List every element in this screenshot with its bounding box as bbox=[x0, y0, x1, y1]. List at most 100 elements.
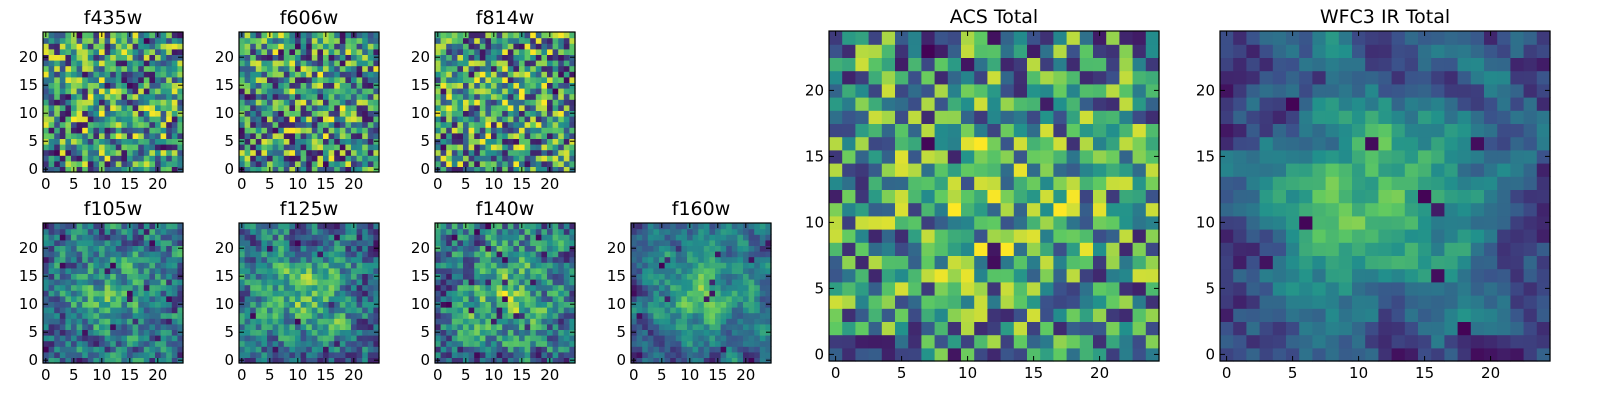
heatmap-cell bbox=[166, 65, 173, 72]
heatmap-cell bbox=[82, 32, 89, 39]
heatmap-cell bbox=[171, 104, 178, 111]
heatmap-cell bbox=[76, 279, 83, 286]
heatmap-cell bbox=[278, 228, 285, 235]
heatmap-cell bbox=[563, 155, 570, 162]
heatmap-cell bbox=[300, 239, 307, 246]
heatmap-cell bbox=[457, 149, 464, 156]
heatmap-cell bbox=[155, 273, 162, 280]
heatmap-cell bbox=[121, 60, 128, 67]
heatmap-cell bbox=[351, 65, 358, 72]
heatmap-cell bbox=[295, 307, 302, 314]
heatmap-cell bbox=[345, 335, 352, 342]
heatmap-cell bbox=[1079, 255, 1094, 270]
heatmap-cell bbox=[692, 251, 699, 258]
heatmap-cell bbox=[59, 307, 66, 314]
heatmap-cell bbox=[698, 295, 705, 302]
heatmap-cell bbox=[1106, 321, 1120, 336]
heatmap-cell bbox=[703, 234, 710, 241]
heatmap-cell bbox=[519, 262, 526, 269]
heatmap-cell bbox=[289, 121, 296, 128]
heatmap-cell bbox=[485, 43, 492, 50]
heatmap-cell bbox=[908, 347, 922, 362]
heatmap-cell bbox=[715, 290, 722, 297]
heatmap-cell bbox=[842, 176, 856, 190]
heatmap-cell bbox=[535, 121, 542, 128]
heatmap-cell bbox=[155, 267, 162, 274]
heatmap-cell bbox=[283, 82, 290, 89]
heatmap-cell bbox=[65, 290, 72, 297]
heatmap-cell bbox=[59, 239, 66, 246]
heatmap-cell bbox=[558, 351, 565, 358]
heatmap-cell bbox=[272, 318, 279, 325]
heatmap-cell bbox=[558, 251, 565, 258]
heatmap-cell bbox=[289, 99, 296, 106]
heatmap-cell bbox=[127, 307, 134, 314]
heatmap-cell bbox=[647, 245, 654, 252]
heatmap-cell bbox=[451, 228, 458, 235]
heatmap-cell bbox=[149, 318, 156, 325]
heatmap-cell bbox=[842, 308, 856, 322]
heatmap-cell bbox=[138, 329, 145, 336]
heatmap-cell bbox=[110, 307, 117, 314]
heatmap-cell bbox=[143, 351, 150, 358]
heatmap-cell bbox=[239, 351, 246, 358]
heatmap-cell bbox=[283, 312, 290, 319]
heatmap-cell bbox=[675, 312, 682, 319]
heatmap-cell bbox=[278, 245, 285, 252]
heatmap-cell bbox=[160, 121, 167, 128]
heatmap-cell bbox=[474, 301, 481, 308]
heatmap-cell bbox=[54, 351, 61, 358]
heatmap-cell bbox=[93, 234, 100, 241]
heatmap-cell bbox=[692, 290, 699, 297]
heatmap-cell bbox=[373, 267, 380, 274]
heatmap-cell bbox=[513, 54, 520, 61]
heatmap-cell bbox=[563, 132, 570, 139]
heatmap-cell bbox=[485, 71, 492, 78]
heatmap-cell bbox=[479, 284, 486, 291]
heatmap-cell bbox=[82, 99, 89, 106]
heatmap-cell bbox=[328, 60, 335, 67]
heatmap-cell bbox=[961, 242, 975, 256]
heatmap-cell bbox=[569, 48, 576, 55]
heatmap-cell bbox=[160, 48, 167, 55]
heatmap-cell bbox=[356, 323, 363, 330]
heatmap-cell bbox=[647, 223, 654, 230]
heatmap-cell bbox=[171, 295, 178, 302]
heatmap-cell bbox=[457, 32, 464, 39]
heatmap-cell bbox=[54, 223, 61, 230]
heatmap-cell bbox=[132, 160, 139, 167]
heatmap-cell bbox=[502, 290, 509, 297]
heatmap-cell bbox=[300, 290, 307, 297]
heatmap-cell bbox=[239, 155, 246, 162]
heatmap-cell bbox=[1013, 229, 1028, 243]
heatmap-cell bbox=[93, 239, 100, 246]
heatmap-cell bbox=[138, 88, 145, 95]
heatmap-cell bbox=[171, 312, 178, 319]
heatmap-cell bbox=[121, 116, 128, 123]
heatmap-cell bbox=[289, 357, 296, 364]
heatmap-cell bbox=[726, 256, 733, 263]
heatmap-cell bbox=[345, 127, 352, 134]
heatmap-cell bbox=[76, 82, 83, 89]
heatmap-cell bbox=[160, 301, 167, 308]
heatmap-cell bbox=[535, 110, 542, 117]
heatmap-cell bbox=[323, 318, 330, 325]
heatmap-cell bbox=[362, 104, 369, 111]
heatmap-cell bbox=[502, 228, 509, 235]
heatmap-cell bbox=[99, 99, 106, 106]
heatmap-cell bbox=[373, 48, 380, 55]
heatmap-cell bbox=[306, 267, 313, 274]
heatmap-cell bbox=[468, 290, 475, 297]
heatmap-cell bbox=[1093, 255, 1107, 270]
heatmap-cell bbox=[664, 223, 671, 230]
heatmap-cell bbox=[104, 160, 111, 167]
heatmap-cell bbox=[115, 251, 122, 258]
heatmap-cell bbox=[283, 127, 290, 134]
heatmap-cell bbox=[552, 121, 559, 128]
heatmap-cell bbox=[1040, 229, 1054, 243]
heatmap-cell bbox=[71, 256, 78, 263]
heatmap-cell bbox=[278, 351, 285, 358]
heatmap-cell bbox=[687, 239, 694, 246]
heatmap-cell bbox=[558, 166, 565, 173]
heatmap-cell bbox=[244, 228, 251, 235]
